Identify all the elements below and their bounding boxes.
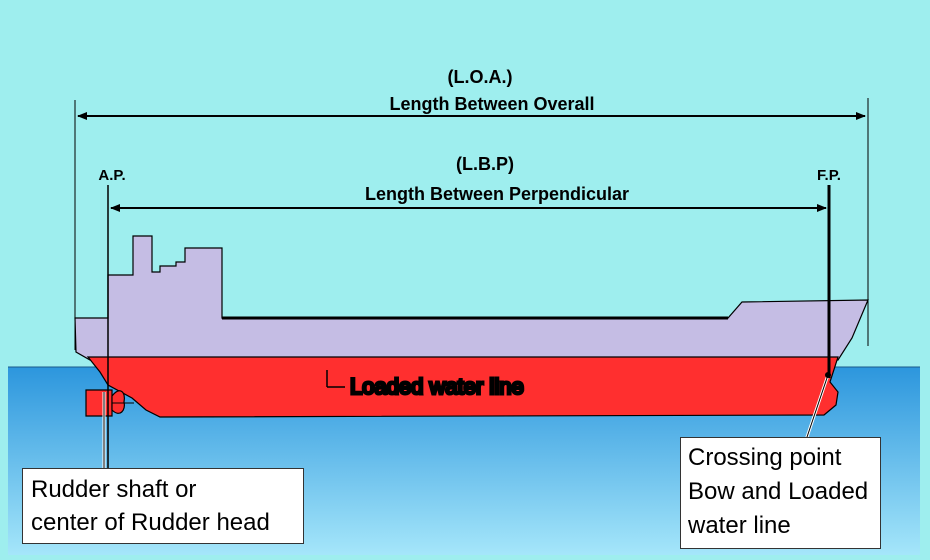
bow-callout: Crossing point Bow and Loaded water line [680, 437, 881, 549]
lower-hull [86, 356, 839, 418]
propeller-icon [111, 390, 125, 414]
bow-crossing-point [825, 372, 831, 378]
fp-label: F.P. [817, 167, 841, 184]
loa-label: Length Between Overall [389, 94, 594, 114]
lbp-label: Length Between Perpendicular [365, 184, 629, 204]
water-line-label: Loaded water line [350, 374, 524, 399]
rudder-callout: Rudder shaft or center of Rudder head [22, 468, 304, 544]
upper-hull [74, 235, 869, 361]
rudder-callout-line2: center of Rudder head [31, 509, 270, 536]
bow-callout-line1: Crossing point [688, 444, 842, 471]
loa-abbr: (L.O.A.) [448, 67, 513, 87]
bow-callout-leader-inner [805, 374, 829, 441]
bow-callout-line2: Bow and Loaded [688, 478, 869, 505]
bow-callout-line3: water line [688, 512, 791, 539]
ap-label: A.P. [98, 167, 125, 184]
rudder-callout-line1: Rudder shaft or [31, 476, 197, 503]
lbp-abbr: (L.B.P) [456, 154, 514, 174]
